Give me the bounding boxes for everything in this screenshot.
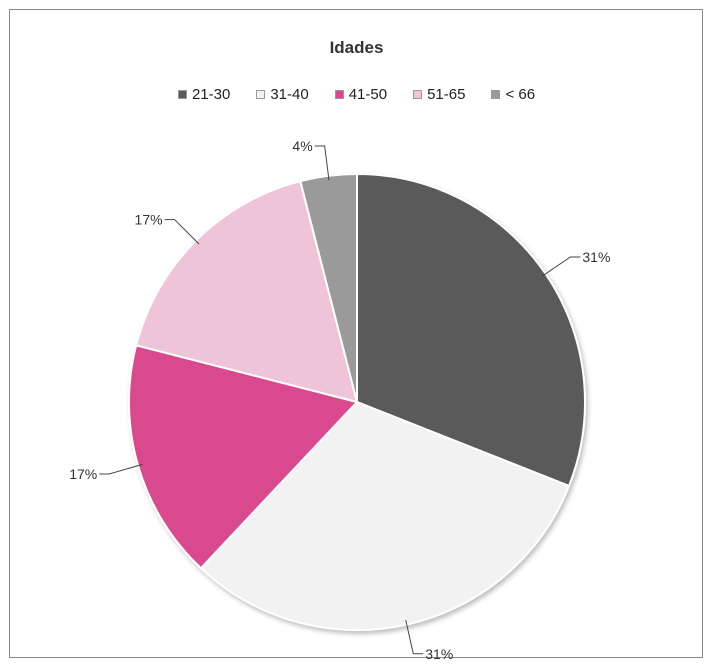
legend-swatch-41-50	[334, 90, 344, 99]
chart-legend: 21-30 31-40 41-50 51-65 < 66	[0, 86, 713, 103]
legend-swatch-31-40	[256, 90, 266, 99]
label-21-30: 31%	[582, 249, 610, 265]
label-66-plus: 4%	[292, 138, 312, 154]
leader-line	[314, 145, 330, 181]
legend-item-21-30: 21-30	[177, 86, 231, 103]
label-31-40: 31%	[425, 646, 453, 662]
leader-line	[164, 219, 200, 245]
legend-label-41-50: 41-50	[348, 86, 388, 103]
legend-swatch-51-65	[413, 90, 423, 99]
legend-item-66-plus: < 66	[491, 86, 535, 103]
chart-title: Idades	[329, 38, 384, 57]
leader-line	[405, 619, 424, 655]
legend-swatch-21-30	[177, 90, 187, 99]
legend-label-51-65: 51-65	[427, 86, 466, 103]
legend-label-21-30: 21-30	[191, 86, 231, 103]
legend-label-66-plus: < 66	[505, 86, 536, 103]
legend-label-31-40: 31-40	[270, 86, 309, 103]
leader-line	[541, 256, 581, 277]
legend-swatch-66-plus	[491, 90, 501, 99]
legend-item-51-65: 51-65	[413, 86, 465, 103]
data-labels: 31% 31% 17% 17% 4%	[69, 138, 610, 662]
label-51-65: 17%	[135, 212, 163, 228]
leader-lines	[99, 145, 581, 655]
label-41-50: 17%	[69, 466, 97, 482]
legend-item-41-50: 41-50	[334, 86, 388, 103]
legend-item-31-40: 31-40	[256, 86, 309, 103]
pie-slices	[128, 172, 586, 631]
leader-line	[99, 463, 143, 475]
